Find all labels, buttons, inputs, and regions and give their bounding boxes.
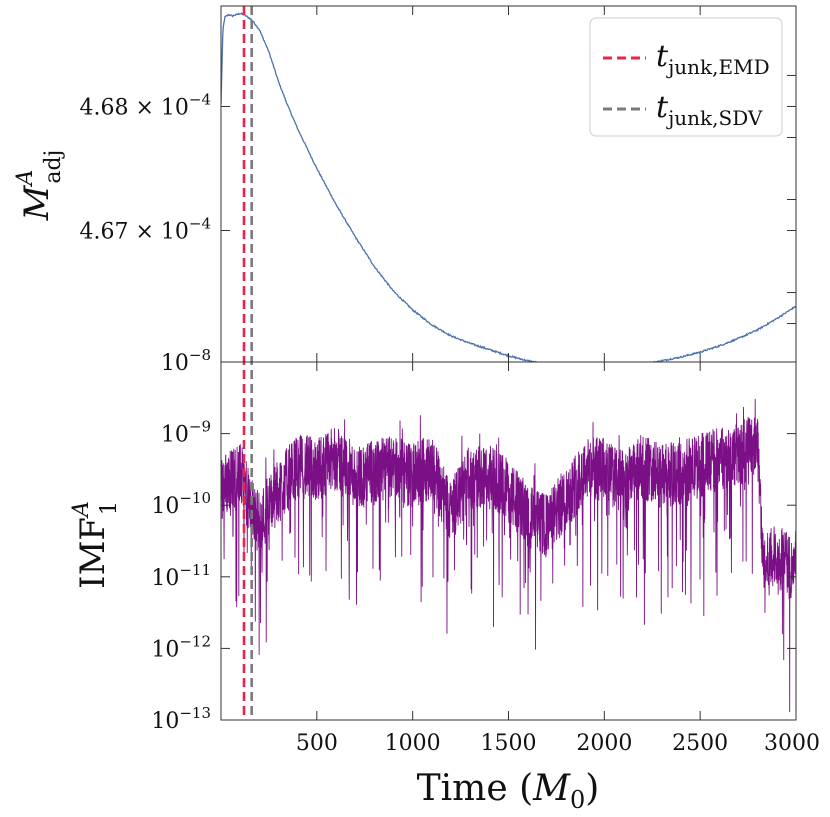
- legend-box: [589, 17, 783, 137]
- junk-time-lines: [242, 6, 253, 720]
- top-ytick-label: 4.67 × 10−4: [79, 215, 211, 245]
- legend: tjunk,EMD tjunk,SDV: [589, 17, 783, 137]
- xtick-label: 1500: [481, 731, 537, 756]
- xtick-label: 500: [296, 731, 338, 756]
- top-ytick-label: 4.68 × 10−4: [79, 90, 211, 120]
- x-axis-label: Time (M0): [417, 768, 600, 814]
- xtick-label: 3000: [764, 731, 820, 756]
- legend-label-sdv: tjunk,SDV: [656, 90, 763, 130]
- legend-label-emd: tjunk,EMD: [656, 39, 770, 79]
- bottom-series-line: [221, 398, 796, 713]
- bottom-y-axis-label: IMFA 1: [69, 501, 122, 589]
- xtick-label: 2500: [672, 731, 728, 756]
- top-y-axis-label: MA adj: [13, 150, 66, 222]
- bottom-ytick-label: 10−9: [161, 418, 211, 448]
- bottom-ytick-label: 10−13: [151, 704, 211, 734]
- bottom-ytick-label: 10−8: [161, 346, 211, 376]
- axis-ticks: [221, 6, 797, 721]
- bottom-panel-series: [221, 398, 796, 713]
- bottom-panel-frame: [220, 361, 797, 721]
- bottom-ytick-label: 10−11: [151, 561, 211, 591]
- bottom-ytick-label: 10−12: [151, 632, 211, 662]
- xtick-label: 2000: [576, 731, 632, 756]
- xtick-label: 1000: [385, 731, 441, 756]
- bottom-ytick-label: 10−10: [151, 489, 211, 519]
- axis-tick-labels: 4.68 × 10−4 4.67 × 10−4 10−8 10−9 10−10 10−11…: [79, 90, 820, 756]
